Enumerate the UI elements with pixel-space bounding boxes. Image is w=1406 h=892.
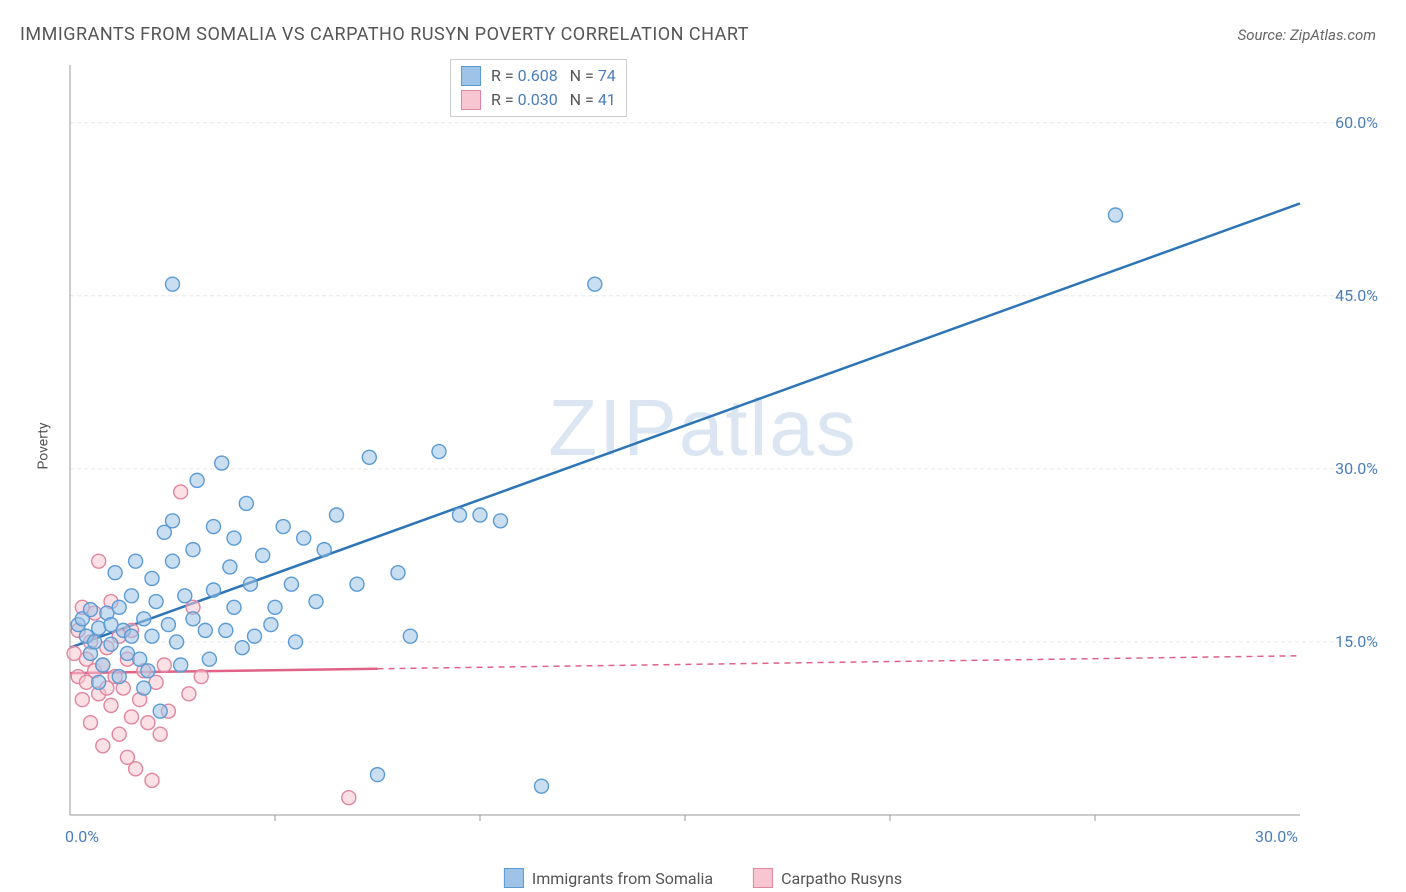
chart-title: IMMIGRANTS FROM SOMALIA VS CARPATHO RUSY… [20, 24, 749, 45]
legend-correlation-row: R = 0.030 N = 41 [461, 88, 616, 112]
legend-series-label: Immigrants from Somalia [532, 869, 713, 888]
source-value: ZipAtlas.com [1290, 26, 1376, 44]
legend-series-item: Immigrants from Somalia [504, 868, 713, 888]
legend-stats-text: R = 0.030 N = 41 [491, 88, 616, 112]
y-tick-label: 15.0% [1335, 632, 1378, 651]
legend-stats-text: R = 0.608 N = 74 [491, 64, 616, 88]
x-tick-label: 0.0% [65, 827, 99, 846]
series-legend: Immigrants from Somalia Carpatho Rusyns [504, 868, 902, 888]
x-tick-label: 30.0% [1255, 827, 1298, 846]
correlation-legend: R = 0.608 N = 74R = 0.030 N = 41 [450, 59, 627, 117]
legend-swatch [753, 868, 773, 888]
legend-swatch [504, 868, 524, 888]
scatter-plot [60, 55, 1370, 855]
legend-series-label: Carpatho Rusyns [781, 869, 902, 888]
legend-swatch [461, 66, 481, 86]
legend-correlation-row: R = 0.608 N = 74 [461, 64, 616, 88]
y-tick-label: 30.0% [1335, 459, 1378, 478]
y-tick-label: 45.0% [1335, 286, 1378, 305]
source-attribution: Source: ZipAtlas.com [1238, 26, 1376, 44]
source-label: Source: [1238, 26, 1290, 44]
y-axis-label: Poverty [36, 422, 52, 469]
legend-swatch [461, 90, 481, 110]
legend-series-item: Carpatho Rusyns [753, 868, 902, 888]
chart-container: IMMIGRANTS FROM SOMALIA VS CARPATHO RUSY… [0, 0, 1406, 892]
y-tick-label: 60.0% [1335, 113, 1378, 132]
